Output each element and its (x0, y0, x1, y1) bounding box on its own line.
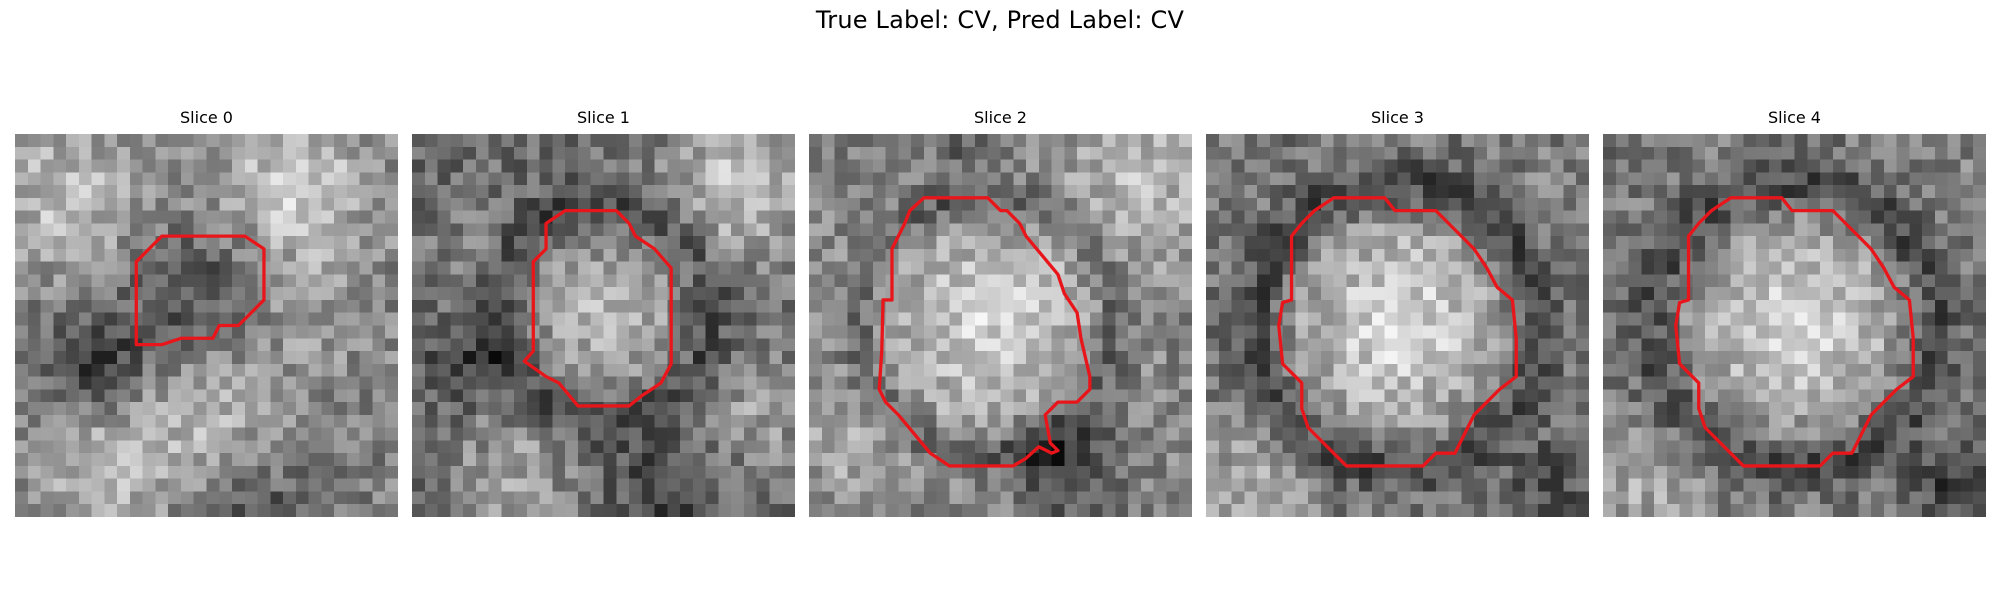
slice-image-2 (809, 134, 1192, 517)
slice-image-0 (15, 134, 398, 517)
figure-title: True Label: CV, Pred Label: CV (815, 6, 1185, 34)
slice-title: Slice 4 (1768, 108, 1821, 127)
segmentation-outline (134, 234, 266, 347)
slice-title: Slice 2 (974, 108, 1027, 127)
slice-title: Slice 1 (577, 108, 630, 127)
slice-title: Slice 0 (180, 108, 233, 127)
slice-panel-4: Slice 4 (1603, 108, 1986, 517)
segmentation-outline (877, 196, 1092, 468)
segmentation-outline (1674, 196, 1915, 468)
slice-image-1 (412, 134, 795, 517)
segmentation-outline (522, 208, 673, 408)
slice-image-4 (1603, 134, 1986, 517)
slice-panel-0: Slice 0 (15, 108, 398, 517)
slice-image-3 (1206, 134, 1589, 517)
segmentation-outline (1277, 196, 1518, 468)
slice-panel-3: Slice 3 (1206, 108, 1589, 517)
slice-panel-1: Slice 1 (412, 108, 795, 517)
slice-panel-2: Slice 2 (809, 108, 1192, 517)
slice-title: Slice 3 (1371, 108, 1424, 127)
